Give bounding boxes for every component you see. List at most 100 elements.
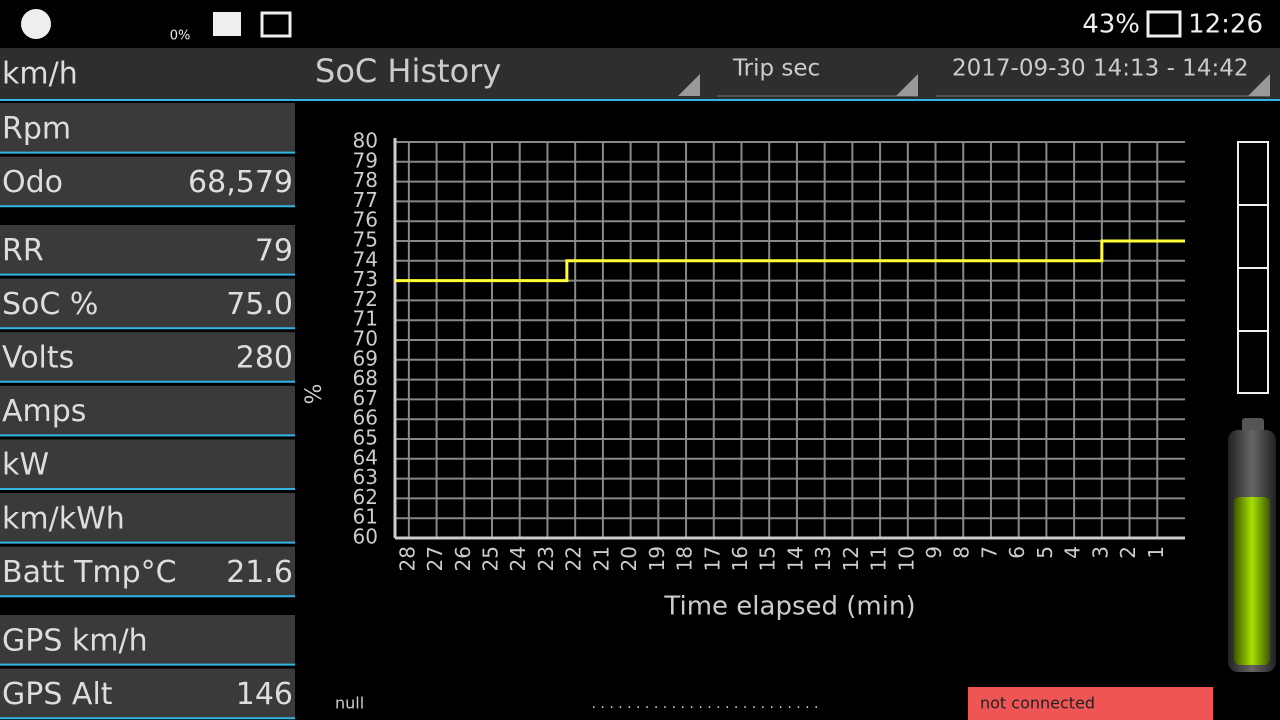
data-line (395, 239, 1185, 283)
x-tick-label: 24 (506, 546, 530, 571)
row-label: Rpm (2, 111, 71, 146)
speed-unit: km/h (2, 57, 78, 92)
row-value: 280 (236, 341, 293, 376)
x-tick-label: 23 (534, 546, 558, 571)
y-tick-label: 71 (353, 307, 378, 331)
range-selector[interactable]: 2017-09-30 14:13 - 14:42 (936, 56, 1270, 97)
row-label: kW (2, 448, 49, 483)
spinner-arrow (1248, 74, 1270, 96)
y-tick-label: 60 (353, 525, 378, 549)
x-tick-label: 19 (645, 546, 669, 571)
x-tick-label: 21 (589, 546, 613, 571)
y-tick-label: 65 (353, 426, 378, 450)
x-tick-label: 1 (1144, 546, 1168, 559)
row-label: Odo (2, 165, 63, 200)
x-tick-label: 11 (867, 546, 891, 571)
x-tick-label: 6 (1005, 546, 1029, 559)
page-dots: · · · · · · · · · · · · · · · · · · · · … (592, 700, 819, 716)
row-background (0, 332, 295, 382)
y-tick-label: 61 (353, 505, 378, 529)
x-tick-label: 26 (451, 546, 475, 571)
x-tick-label: 18 (673, 546, 697, 571)
y-tick-label: 73 (353, 267, 378, 291)
x-tick-label: 22 (562, 546, 586, 571)
x-tick-label: 17 (700, 546, 724, 571)
y-tick-label: 80 (353, 129, 378, 153)
y-tick-label: 74 (353, 247, 378, 271)
footer-status: null (335, 694, 364, 713)
row-background (0, 546, 295, 597)
spinner-arrow (678, 74, 700, 96)
row-label: Volts (2, 341, 74, 376)
row-background (0, 493, 295, 543)
x-tick-label: 14 (783, 546, 807, 571)
folder-icon (260, 11, 292, 38)
x-tick-label: 16 (728, 546, 752, 571)
x-selector[interactable]: Trip sec (717, 56, 918, 97)
clock: 12:26 (1188, 10, 1263, 40)
row-label: GPS Alt (2, 677, 113, 712)
x-tick-label: 7 (977, 546, 1001, 559)
row-background (0, 439, 295, 489)
y-tick-label: 64 (353, 445, 378, 469)
spinner-arrow (896, 74, 918, 96)
battery-cap (1242, 418, 1264, 432)
status-icon (21, 9, 51, 39)
row-label: Batt Tmp°C (2, 555, 177, 590)
x-tick-label: 2 (1116, 546, 1140, 559)
row-label: km/kWh (2, 501, 125, 536)
x-tick-label: 25 (479, 546, 503, 571)
row-label: Amps (2, 394, 86, 429)
x-tick-label: 3 (1088, 546, 1112, 559)
x-tick-label: 27 (423, 546, 447, 571)
row-label: SoC % (2, 287, 98, 322)
x-tick-label: 13 (811, 546, 835, 571)
gallery-icon (213, 12, 241, 36)
row-label: RR (2, 233, 44, 268)
y-tick-label: 75 (353, 228, 378, 252)
row-background (0, 385, 295, 436)
row-background (0, 668, 295, 719)
y-tick-label: 79 (353, 148, 378, 172)
weather-label: 0% (170, 29, 191, 44)
y-tick-label: 62 (353, 485, 378, 509)
y-tick-label: 67 (353, 386, 378, 410)
y-tick-label: 72 (353, 287, 378, 311)
x-tick-label: 10 (894, 546, 918, 571)
row-background (0, 156, 295, 207)
y-tick-label: 66 (353, 406, 378, 430)
battery-percent: 43% (1082, 10, 1140, 40)
range-selector-label[interactable]: 2017-09-30 14:13 - 14:42 (952, 56, 1248, 82)
battery-icon (1146, 10, 1182, 38)
x-tick-label: 28 (395, 546, 419, 571)
row-value: 21.6 (226, 555, 293, 590)
chart-selector[interactable]: SoC History (315, 52, 700, 96)
chart-selector-label[interactable]: SoC History (315, 52, 501, 90)
x-tick-label: 8 (950, 546, 974, 559)
y-tick-label: 69 (353, 346, 378, 370)
row-value: 68,579 (188, 165, 293, 200)
y-tick-label: 68 (353, 366, 378, 390)
y-tick-label: 63 (353, 465, 378, 489)
y-tick-label: 78 (353, 168, 378, 192)
battery-fill (1234, 497, 1270, 665)
row-background (0, 615, 295, 665)
x-selector-label[interactable]: Trip sec (732, 56, 820, 82)
y-tick-label: 76 (353, 208, 378, 232)
row-background (0, 278, 295, 329)
x-tick-label: 5 (1033, 546, 1057, 559)
y-tick-label: 77 (353, 188, 378, 212)
x-axis-label: Time elapsed (min) (663, 592, 915, 622)
connection-box (968, 687, 1213, 720)
x-tick-label: 9 (922, 546, 946, 559)
connection-status: not connected (980, 694, 1095, 713)
y-tick-label: 70 (353, 327, 378, 351)
row-value: 79 (255, 233, 293, 268)
x-tick-label: 20 (617, 546, 641, 571)
x-tick-label: 4 (1061, 546, 1085, 559)
row-value: 75.0 (226, 287, 293, 322)
x-tick-label: 15 (756, 546, 780, 571)
header (0, 48, 1280, 100)
